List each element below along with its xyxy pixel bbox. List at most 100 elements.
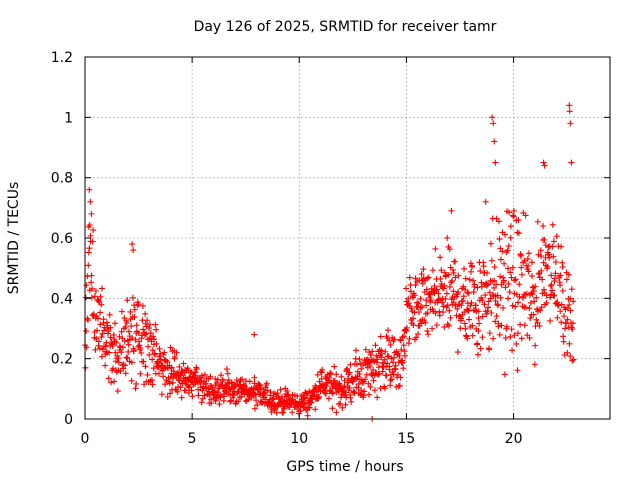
data-point-marker bbox=[441, 282, 448, 289]
data-point-marker bbox=[239, 376, 246, 383]
data-point-marker bbox=[112, 349, 119, 356]
data-point-marker bbox=[501, 371, 508, 378]
data-point-marker bbox=[355, 380, 362, 387]
data-point-marker bbox=[362, 376, 369, 383]
data-point-marker bbox=[499, 248, 506, 255]
data-point-marker bbox=[383, 372, 390, 379]
data-point-marker bbox=[209, 384, 216, 391]
data-point-marker bbox=[263, 380, 270, 387]
data-point-marker bbox=[440, 303, 447, 310]
data-point-marker bbox=[125, 341, 132, 348]
data-point-marker bbox=[217, 372, 224, 379]
data-point-marker bbox=[425, 331, 432, 338]
data-point-marker bbox=[423, 302, 430, 309]
data-point-marker bbox=[133, 380, 140, 387]
data-point-marker bbox=[333, 409, 340, 416]
data-point-marker bbox=[322, 390, 329, 397]
data-point-marker bbox=[446, 283, 453, 290]
data-point-marker bbox=[176, 363, 183, 370]
data-point-marker bbox=[532, 342, 539, 349]
data-point-marker bbox=[452, 302, 459, 309]
data-point-marker bbox=[481, 301, 488, 308]
data-point-marker bbox=[98, 301, 105, 308]
data-point-marker bbox=[511, 277, 518, 284]
data-points bbox=[82, 102, 577, 422]
data-point-marker bbox=[442, 272, 449, 279]
data-point-marker bbox=[142, 363, 149, 370]
data-point-marker bbox=[326, 374, 333, 381]
data-point-marker bbox=[436, 312, 443, 319]
data-point-marker bbox=[153, 326, 160, 333]
data-point-marker bbox=[198, 399, 205, 406]
data-point-marker bbox=[353, 361, 360, 368]
data-point-marker bbox=[390, 359, 397, 366]
data-point-marker bbox=[337, 400, 344, 407]
data-point-marker bbox=[515, 299, 522, 306]
data-point-marker bbox=[279, 398, 286, 405]
data-point-marker bbox=[429, 325, 436, 332]
data-point-marker bbox=[524, 255, 531, 262]
data-point-marker bbox=[132, 336, 139, 343]
data-point-marker bbox=[335, 381, 342, 388]
data-point-marker bbox=[504, 247, 511, 254]
data-point-marker bbox=[98, 353, 105, 360]
data-point-marker bbox=[558, 301, 565, 308]
data-point-marker bbox=[342, 401, 349, 408]
data-point-marker bbox=[469, 332, 476, 339]
data-point-marker bbox=[501, 260, 508, 267]
data-point-marker bbox=[377, 333, 384, 340]
data-point-marker bbox=[420, 266, 427, 273]
data-point-marker bbox=[227, 398, 234, 405]
data-point-marker bbox=[478, 283, 485, 290]
data-point-marker bbox=[454, 349, 461, 356]
data-point-marker bbox=[448, 207, 455, 214]
data-point-marker bbox=[526, 334, 533, 341]
data-point-marker bbox=[327, 371, 334, 378]
data-point-marker bbox=[562, 325, 569, 332]
data-point-marker bbox=[149, 356, 156, 363]
data-point-marker bbox=[92, 288, 99, 295]
data-point-marker bbox=[492, 159, 499, 166]
data-point-marker bbox=[86, 222, 93, 229]
data-point-marker bbox=[504, 265, 511, 272]
data-point-marker bbox=[497, 294, 504, 301]
data-point-marker bbox=[521, 257, 528, 264]
data-point-marker bbox=[312, 406, 319, 413]
data-point-marker bbox=[534, 319, 541, 326]
data-point-marker bbox=[127, 308, 134, 315]
data-point-marker bbox=[106, 311, 113, 318]
data-point-marker bbox=[412, 275, 419, 282]
data-point-marker bbox=[185, 383, 192, 390]
data-point-marker bbox=[143, 330, 150, 337]
data-point-marker bbox=[337, 394, 344, 401]
data-point-marker bbox=[507, 333, 514, 340]
data-point-marker bbox=[344, 365, 351, 372]
data-point-marker bbox=[122, 324, 129, 331]
data-point-marker bbox=[342, 389, 349, 396]
data-point-marker bbox=[480, 263, 487, 270]
data-point-marker bbox=[413, 334, 420, 341]
data-point-marker bbox=[440, 285, 447, 292]
data-point-marker bbox=[367, 383, 374, 390]
data-point-marker bbox=[154, 363, 161, 370]
x-tick-label: 0 bbox=[81, 431, 90, 447]
data-point-marker bbox=[101, 327, 108, 334]
data-point-marker bbox=[406, 274, 413, 281]
data-point-marker bbox=[97, 293, 104, 300]
data-point-marker bbox=[88, 294, 95, 301]
data-point-marker bbox=[299, 399, 306, 406]
data-point-marker bbox=[140, 326, 147, 333]
data-point-marker bbox=[346, 384, 353, 391]
data-point-marker bbox=[495, 218, 502, 225]
data-point-marker bbox=[518, 252, 525, 259]
data-point-marker bbox=[564, 349, 571, 356]
data-point-marker bbox=[515, 230, 522, 237]
data-point-marker bbox=[507, 223, 514, 230]
data-point-marker bbox=[544, 263, 551, 270]
data-point-marker bbox=[486, 289, 493, 296]
data-point-marker bbox=[446, 307, 453, 314]
data-point-marker bbox=[119, 344, 126, 351]
data-point-marker bbox=[82, 294, 89, 301]
data-point-marker bbox=[156, 345, 163, 352]
data-point-marker bbox=[423, 286, 430, 293]
